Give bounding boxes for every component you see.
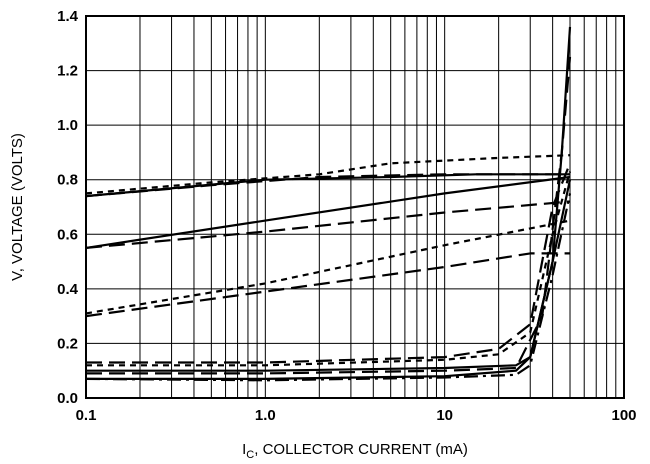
- series-line-3: [85, 154, 571, 195]
- x-tick-label: 10: [436, 407, 453, 424]
- x-tick-label: 100: [611, 407, 636, 424]
- y-tick-label: 1.0: [57, 117, 78, 134]
- series-group: [85, 26, 572, 382]
- x-axis-label: IC, COLLECTOR CURRENT (mA): [242, 441, 468, 461]
- y-tick-label: 0.0: [57, 390, 78, 407]
- x-tick-label: 1.0: [255, 407, 276, 424]
- y-tick-label: 0.6: [57, 226, 78, 243]
- series-line-5: [85, 200, 571, 249]
- x-axis-label-main: I: [242, 441, 246, 458]
- x-axis-label-rest: , COLLECTOR CURRENT (mA): [254, 441, 468, 458]
- series-line-11: [86, 56, 572, 375]
- series-line-4: [85, 175, 571, 249]
- series-line-6: [85, 219, 571, 315]
- plot-frame: [85, 15, 625, 399]
- y-tick-label: 0.8: [57, 172, 78, 189]
- tick-labels: 0.1 1.0 10 100 0.0 0.2 0.4 0.6 0.8 1.0 1.2 1.4: [57, 8, 636, 424]
- y-tick-label: 1.4: [57, 8, 79, 25]
- x-tick-label: 0.1: [76, 407, 97, 424]
- series-line-2: [85, 173, 570, 198]
- series-line-13: [85, 193, 572, 382]
- y-tick-label: 0.2: [57, 335, 78, 352]
- series-line-10: [86, 26, 572, 372]
- series-line-8: [86, 171, 572, 367]
- y-axis-label: V, VOLTAGE (VOLTS): [9, 133, 26, 281]
- y-tick-label: 0.4: [57, 281, 79, 298]
- series-line-12: [86, 179, 572, 380]
- grid-lines: [86, 16, 624, 398]
- series-line-7: [85, 252, 570, 318]
- x-axis-label-subscript: C: [246, 449, 254, 461]
- series-line-9: [86, 162, 572, 364]
- y-tick-label: 1.2: [57, 63, 78, 80]
